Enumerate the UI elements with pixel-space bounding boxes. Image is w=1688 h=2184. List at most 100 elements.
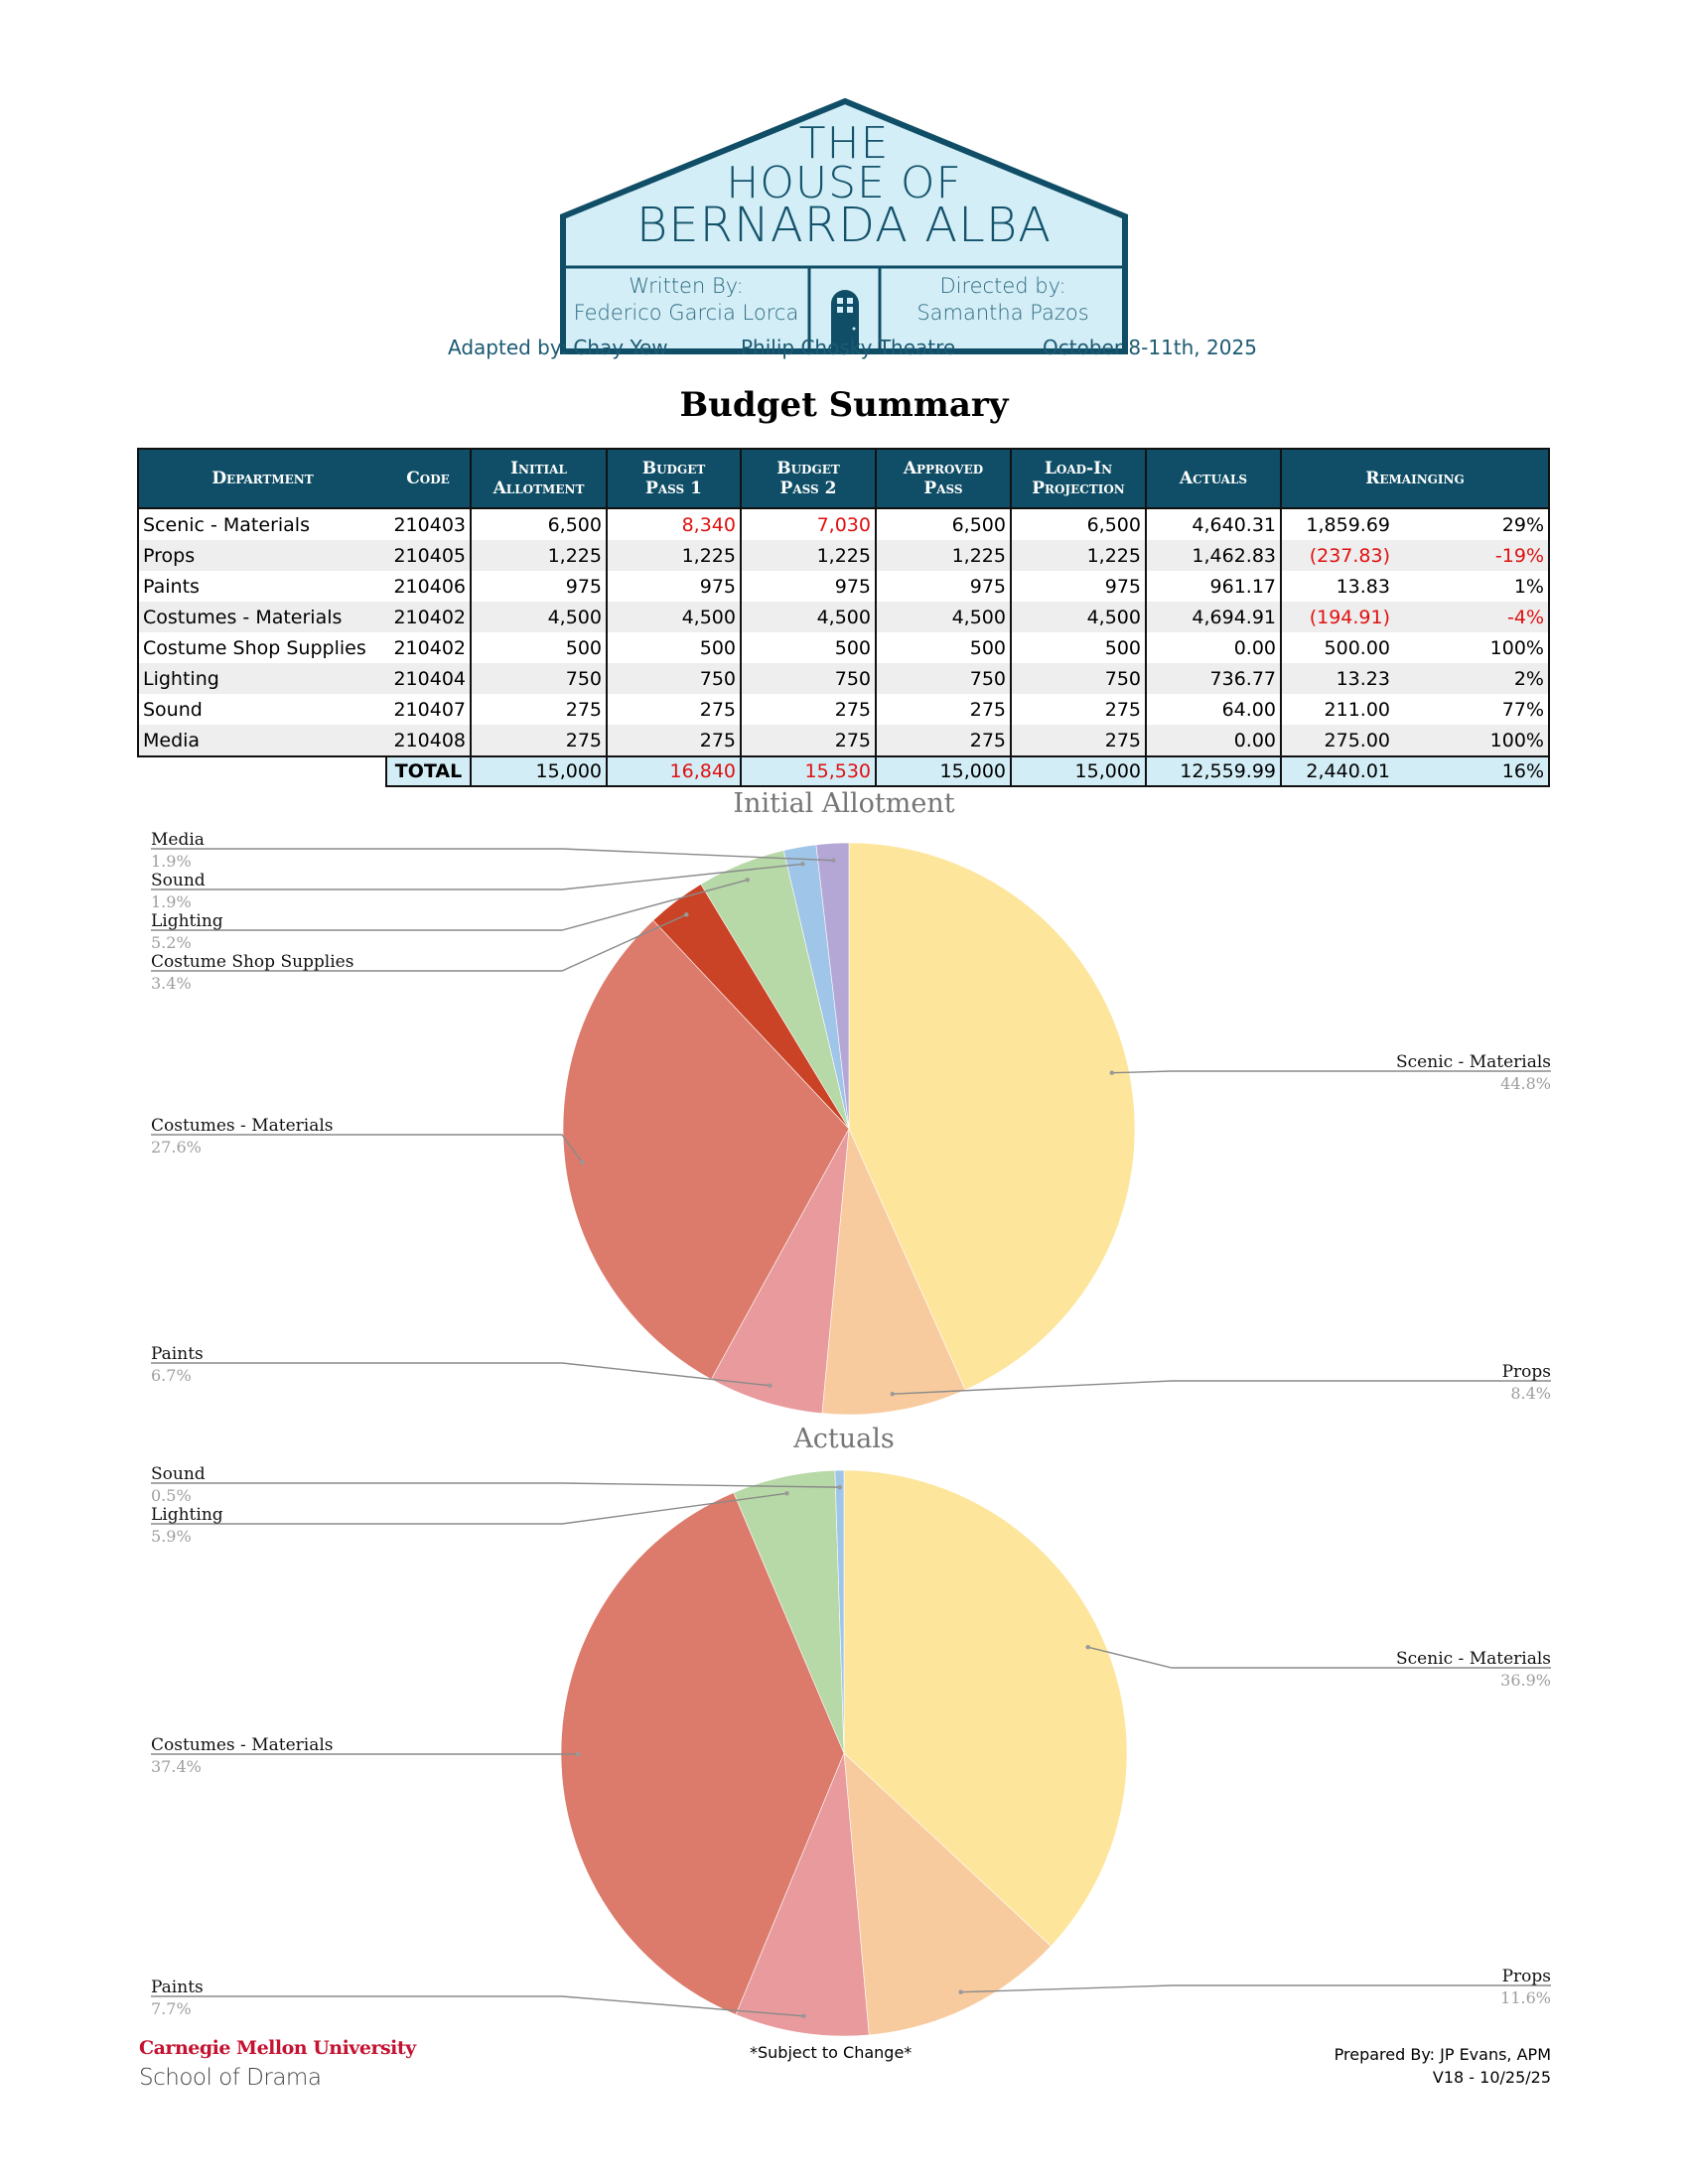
written-by-name: Federico Garcia Lorca xyxy=(573,301,799,325)
cell-initial: 975 xyxy=(470,571,608,602)
leader-line xyxy=(892,1380,1551,1395)
cell-code: 210405 xyxy=(386,540,472,571)
table-row: Props 210405 1,225 1,225 1,225 1,225 1,225 1,46… xyxy=(137,540,1550,571)
leader-dot xyxy=(684,912,689,917)
header-actuals: Actuals xyxy=(1145,448,1282,509)
cell-initial: 275 xyxy=(470,694,608,725)
logo-title-line2: HOUSE OF xyxy=(726,158,962,208)
label-name: Paints xyxy=(151,1978,204,1997)
pie-label-sound: Sound 1.9% xyxy=(151,862,805,911)
pie-label-media: Media 1.9% xyxy=(151,830,836,871)
header-budget-pass-1: Budget Pass 1 xyxy=(606,448,742,509)
leader-line xyxy=(960,1984,1551,1993)
cell-pct: 1% xyxy=(1420,571,1550,602)
cell-approved: 275 xyxy=(875,725,1012,757)
subject-to-change-note: *Subject to Change* xyxy=(750,2043,913,2062)
cell-pct: 29% xyxy=(1420,508,1550,540)
label-percent: 27.6% xyxy=(151,1138,202,1157)
table-row: Sound 210407 275 275 275 275 275 64.00 211.00 77% xyxy=(137,694,1550,725)
pie-slice-paints xyxy=(735,1752,870,2037)
cell-loadin: 4,500 xyxy=(1010,602,1147,632)
label-name: Costume Shop Supplies xyxy=(151,952,353,972)
label-name: Costumes - Materials xyxy=(151,1735,334,1755)
cell-pass1: 4,500 xyxy=(606,602,742,632)
total-remaining: 2,440.01 xyxy=(1280,755,1420,787)
cell-loadin: 275 xyxy=(1010,694,1147,725)
cell-code: 210404 xyxy=(386,663,472,694)
pie-label-lighting: Lighting 5.2% xyxy=(151,878,750,952)
total-approved: 15,000 xyxy=(875,755,1012,787)
leader-line xyxy=(1087,1646,1551,1669)
label-percent: 3.4% xyxy=(151,974,192,993)
budget-table: Department Code Initial Allotment Budget P… xyxy=(137,448,1550,787)
cell-pass2: 1,225 xyxy=(740,540,877,571)
pie-slices xyxy=(562,842,1136,1416)
cell-code: 210403 xyxy=(386,508,472,540)
cell-actuals: 0.00 xyxy=(1145,632,1282,663)
chart-title-actuals: Actuals xyxy=(793,1424,895,1454)
total-actuals: 12,559.99 xyxy=(1145,755,1282,787)
cell-pct: -19% xyxy=(1420,540,1550,571)
cell-approved: 6,500 xyxy=(875,508,1012,540)
pie-chart-actuals: Scenic - Materials 36.9% Props 11.6% Paints 7… xyxy=(151,1464,1551,2037)
pie-label-scenic-materials: Scenic - Materials 36.9% xyxy=(1085,1644,1551,1690)
leader-dot xyxy=(580,1160,585,1165)
header-initial-allotment: Initial Allotment xyxy=(470,448,608,509)
table-total-row: TOTAL 15,000 16,840 15,530 15,000 15,000… xyxy=(138,755,1550,787)
cell-pass2: 750 xyxy=(740,663,877,694)
label-percent: 1.9% xyxy=(151,852,192,871)
cell-code: 210406 xyxy=(386,571,472,602)
header-budget-pass-2: Budget Pass 2 xyxy=(740,448,877,509)
school-of-drama-text: School of Drama xyxy=(139,2065,322,2091)
leader-dot xyxy=(1085,1644,1090,1650)
label-name: Props xyxy=(1502,1967,1551,1986)
cell-code: 210402 xyxy=(386,632,472,663)
page-title: Budget Summary xyxy=(679,385,1009,425)
cell-actuals: 4,640.31 xyxy=(1145,508,1282,540)
leader-dot xyxy=(837,1484,842,1490)
label-name: Paints xyxy=(151,1344,204,1364)
cell-remaining: 13.23 xyxy=(1280,663,1420,694)
leader-line xyxy=(151,913,687,972)
pie-label-props: Props 8.4% xyxy=(890,1362,1551,1403)
total-spacer xyxy=(138,755,387,786)
cell-remaining: 500.00 xyxy=(1280,632,1420,663)
pie-label-costumes-materials: Costumes - Materials 27.6% xyxy=(151,1116,585,1165)
leader-line xyxy=(1111,1070,1551,1074)
pie-label-lighting: Lighting 5.9% xyxy=(151,1491,789,1546)
pie-label-scenic-materials: Scenic - Materials 44.8% xyxy=(1109,1052,1551,1093)
pie-label-paints: Paints 7.7% xyxy=(151,1978,806,2019)
cell-approved: 750 xyxy=(875,663,1012,694)
directed-by-block: Directed by: Samantha Pazos xyxy=(882,273,1124,327)
logo-title-line1: THE xyxy=(798,118,890,169)
directed-by-label: Directed by: xyxy=(939,274,1066,298)
header-code: Code xyxy=(386,448,472,509)
label-percent: 0.5% xyxy=(151,1486,192,1505)
leader-dot xyxy=(768,1383,773,1388)
cell-initial: 750 xyxy=(470,663,608,694)
label-percent: 5.2% xyxy=(151,933,192,952)
cell-actuals: 4,694.91 xyxy=(1145,602,1282,632)
label-percent: 6.7% xyxy=(151,1366,192,1385)
adapted-by: Adapted by: Chay Yew xyxy=(448,336,668,359)
cell-pass2: 7,030 xyxy=(740,508,877,540)
leader-dot xyxy=(784,1491,789,1496)
table-row: Costumes - Materials 210402 4,500 4,500 4,50… xyxy=(137,602,1550,632)
pie-slice-props xyxy=(821,1127,966,1416)
directed-by-name: Samantha Pazos xyxy=(916,301,1089,325)
leader-dot xyxy=(745,878,750,883)
label-name: Sound xyxy=(151,871,206,890)
total-pass1: 16,840 xyxy=(606,755,742,787)
cell-department: Lighting xyxy=(137,663,386,694)
cell-pass2: 4,500 xyxy=(740,602,877,632)
cell-code: 210402 xyxy=(386,602,472,632)
label-percent: 8.4% xyxy=(1510,1384,1551,1403)
label-name: Costumes - Materials xyxy=(151,1116,334,1136)
pie-slices xyxy=(560,1469,1128,2037)
leader-dot xyxy=(801,2013,806,2019)
total-pass2: 15,530 xyxy=(740,755,877,787)
leader-dot xyxy=(1109,1070,1115,1075)
pie-label-costumes-materials: Costumes - Materials 37.4% xyxy=(151,1735,581,1776)
leader-line xyxy=(151,1134,583,1163)
prepared-by-block: Prepared By: JP Evans, APM V18 - 10/25/2… xyxy=(1335,2043,1551,2089)
